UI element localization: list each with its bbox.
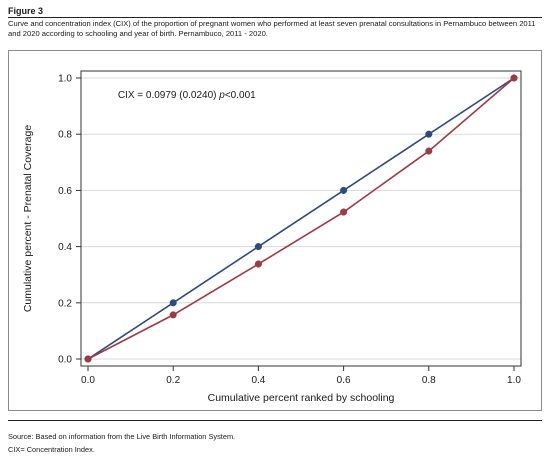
y-axis-title: Cumulative percent - Prenatal Coverage [22,125,34,313]
y-tick-label: 0.4 [58,242,72,253]
source-note: Source: Based on information from the Li… [8,432,236,441]
y-tick-label: 0.2 [58,298,72,309]
abbreviation-note: CIX= Concentration Index. [8,445,95,454]
figure-caption: Curve and concentration index (CIX) of t… [8,19,536,38]
curve-point [84,355,92,363]
y-tick-label: 0.6 [58,186,72,197]
y-tick-label: 0.8 [58,130,72,141]
cix-annotation: CIX = 0.0979 (0.0240) p<0.001 [118,90,256,101]
bottom-rule [8,420,542,421]
x-tick-label: 0.4 [251,375,265,386]
top-rule [8,17,542,18]
curve-point [425,147,433,155]
figure-label: Figure 3 [8,6,44,16]
curve-point [169,311,177,319]
equality-point [340,186,348,194]
curve-point [340,208,348,216]
equality-line [87,77,515,360]
curve-point [254,260,262,268]
curve-point [510,74,518,82]
chart-svg: 0.0 0.2 0.4 0.6 0.8 1.0 0.0 0.2 0.4 0.6 0.8 1.0 Cumu… [22,70,522,404]
concentration-curve [87,77,515,360]
x-tick-label: 0.6 [337,375,351,386]
x-tick-label: 1.0 [507,375,521,386]
y-tick-label: 0.0 [58,355,72,366]
equality-point [425,130,433,138]
equality-point [169,299,177,307]
x-axis-title: Cumulative percent ranked by schooling [208,392,395,404]
x-tick-label: 0.8 [422,375,436,386]
x-tick-label: 0.2 [166,375,180,386]
y-tick-label: 1.0 [58,74,72,85]
x-tick-label: 0.0 [81,375,95,386]
chart-panel: 0.0 0.2 0.4 0.6 0.8 1.0 0.0 0.2 0.4 0.6 0.8 1.0 Cumu… [8,50,542,411]
equality-point [254,243,262,251]
plot-frame [80,70,522,367]
